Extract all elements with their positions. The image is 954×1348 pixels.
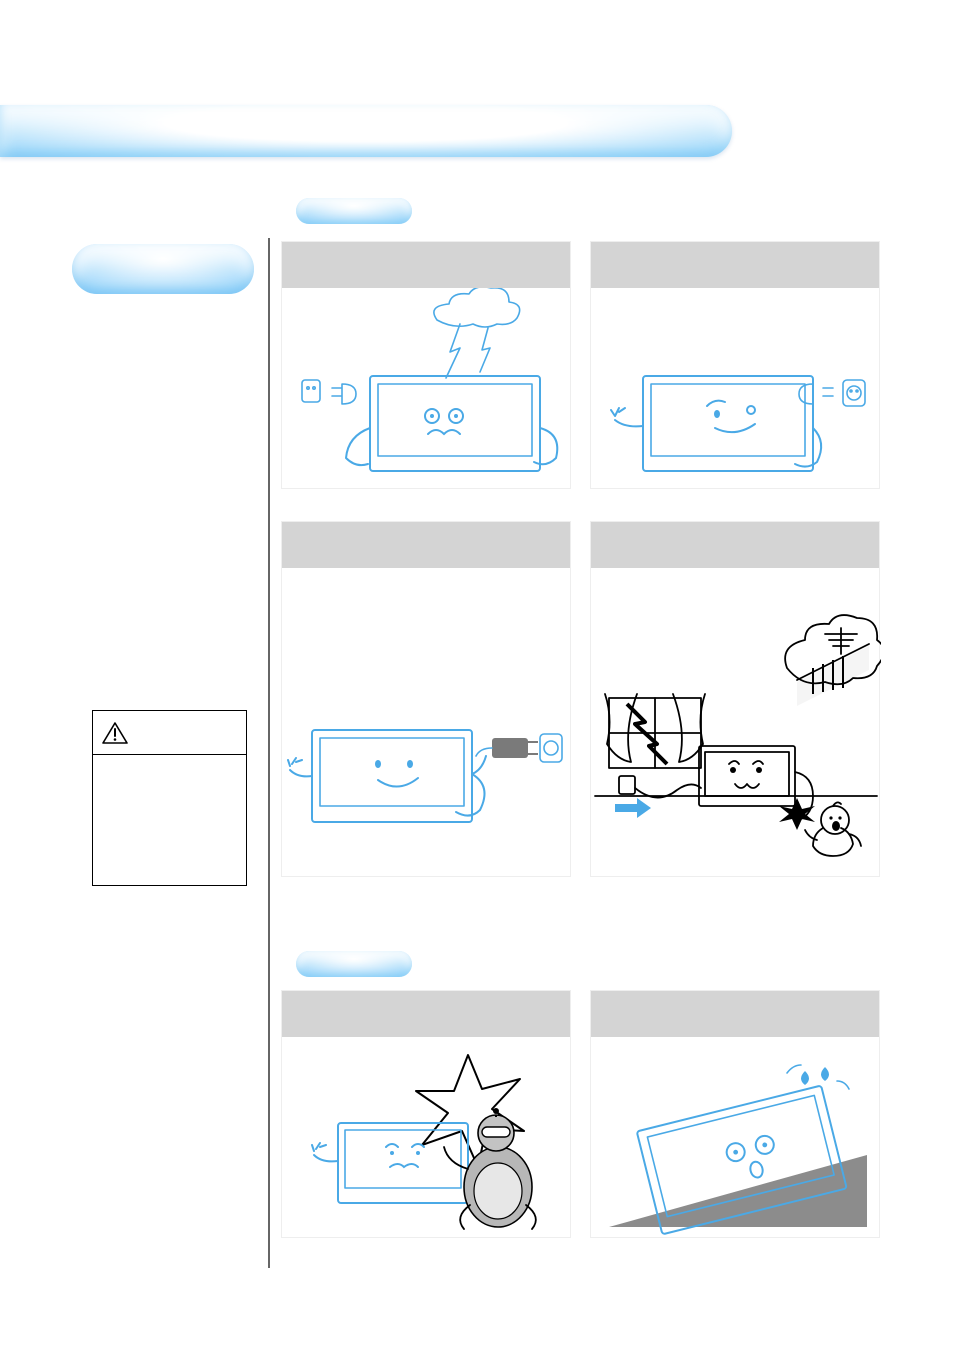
warning-triangle-icon	[101, 721, 129, 745]
vertical-divider	[268, 238, 270, 1268]
panel-body	[591, 288, 879, 488]
illustration-hazard	[591, 568, 881, 876]
panel-body	[282, 288, 570, 488]
illustration-burst	[282, 1037, 572, 1237]
caution-box	[92, 710, 247, 886]
panel-body	[591, 1037, 879, 1237]
panel-title-bar	[282, 242, 570, 288]
panel-storm-unplug	[281, 241, 571, 489]
panel-body	[282, 1037, 570, 1237]
panel-body	[591, 568, 879, 876]
panel-title-bar	[282, 991, 570, 1037]
side-pill	[72, 244, 254, 294]
illustration-tv-outlet	[591, 288, 881, 488]
panel-plug-adapter	[281, 521, 571, 877]
illustration-tv-adapter	[282, 568, 572, 876]
section-pill-2	[296, 951, 412, 977]
panel-title-bar	[591, 991, 879, 1037]
header-gloss-bar	[0, 105, 732, 157]
illustration-tv-storm	[282, 288, 572, 488]
panel-body	[282, 568, 570, 876]
section-pill-1	[296, 198, 412, 224]
panel-hazard-room	[590, 521, 880, 877]
panel-title-bar	[591, 522, 879, 568]
panel-tilted-surface	[590, 990, 880, 1238]
panel-title-bar	[282, 522, 570, 568]
illustration-tilt	[591, 1037, 881, 1237]
caution-box-header	[93, 711, 246, 755]
panel-title-bar	[591, 242, 879, 288]
panel-burst-figure	[281, 990, 571, 1238]
panel-point-outlet	[590, 241, 880, 489]
